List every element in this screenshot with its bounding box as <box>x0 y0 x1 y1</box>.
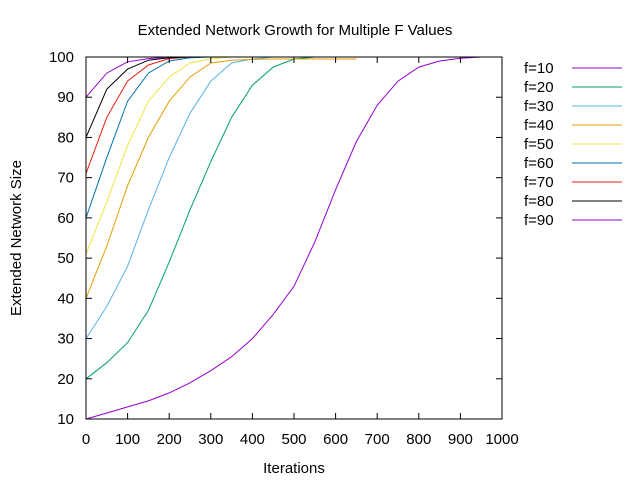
legend-label: f=20 <box>524 79 554 96</box>
plot-frame <box>85 56 503 420</box>
y-tick-label: 70 <box>57 170 74 187</box>
chart-title: Extended Network Growth for Multiple F V… <box>138 22 453 39</box>
y-ticks: 10 20 30 40 50 60 70 80 90 100 <box>49 49 502 428</box>
legend-label: f=60 <box>524 155 554 172</box>
x-tick-label: 600 <box>323 431 348 448</box>
legend-label: f=80 <box>524 193 554 210</box>
legend-label: f=10 <box>524 60 554 77</box>
y-tick-label: 80 <box>57 129 74 146</box>
y-tick-label: 100 <box>49 49 74 66</box>
y-tick-label: 10 <box>57 411 74 428</box>
series-line-f-50 <box>85 56 357 255</box>
legend-label: f=40 <box>524 117 554 134</box>
y-tick-label: 20 <box>57 371 74 388</box>
legend-label: f=30 <box>524 98 554 115</box>
y-tick-label: 90 <box>57 89 74 106</box>
y-tick-label: 50 <box>57 250 74 267</box>
series-line-f-90 <box>85 56 190 98</box>
y-tick-label: 30 <box>57 331 74 348</box>
series-line-f-70 <box>85 56 191 174</box>
legend-label: f=90 <box>524 212 554 229</box>
x-tick-label: 900 <box>448 431 473 448</box>
x-tick-label: 800 <box>406 431 431 448</box>
series-line-f-40 <box>85 58 357 299</box>
x-axis-label: Iterations <box>263 460 325 477</box>
series-line-f-30 <box>85 56 294 339</box>
series-line-f-80 <box>85 56 191 138</box>
series-line-f-60 <box>85 56 211 219</box>
x-tick-label: 700 <box>365 431 390 448</box>
y-tick-label: 60 <box>57 210 74 227</box>
y-axis-label: Extended Network Size <box>8 160 25 316</box>
x-tick-label: 100 <box>115 431 140 448</box>
x-tick-label: 0 <box>82 431 90 448</box>
series-layer <box>85 56 502 420</box>
legend: f=10 f=20 f=30 f=40 f=50 f=60 f=70 f=80 f=90 <box>524 60 622 229</box>
x-tick-label: 200 <box>157 431 182 448</box>
x-ticks: 0 100 200 300 400 500 600 700 800 900 1000 <box>82 57 519 448</box>
legend-label: f=50 <box>524 136 554 153</box>
y-tick-label: 40 <box>57 290 74 307</box>
series-line-f-10 <box>85 56 502 420</box>
x-tick-label: 500 <box>281 431 306 448</box>
x-tick-label: 400 <box>240 431 265 448</box>
series-line-f-20 <box>85 56 336 380</box>
x-tick-label: 300 <box>198 431 223 448</box>
legend-label: f=70 <box>524 174 554 191</box>
x-tick-label: 1000 <box>485 431 518 448</box>
